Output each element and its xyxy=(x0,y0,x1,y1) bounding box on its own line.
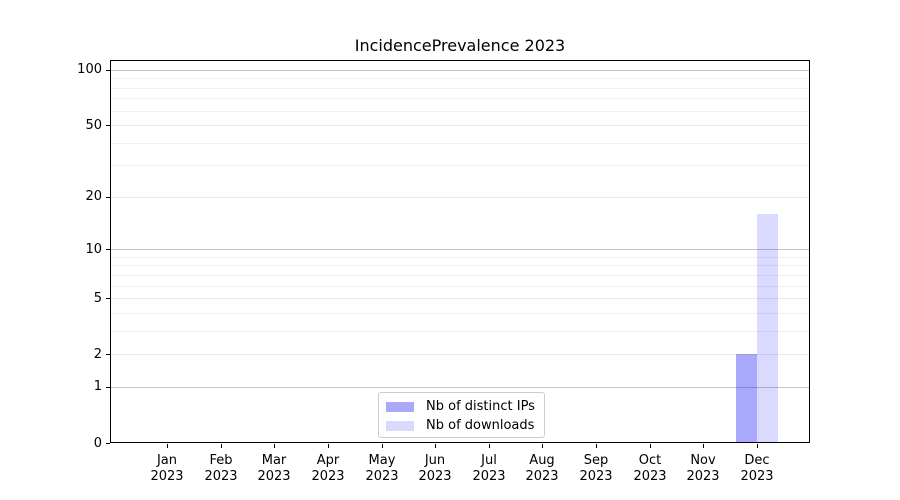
x-tick-year: 2023 xyxy=(365,469,399,484)
x-tick-label: Aug 2023 xyxy=(510,453,574,485)
y-tick-mark xyxy=(106,443,110,444)
x-tick-mark xyxy=(167,444,168,448)
y-tick-label: 1 xyxy=(93,379,102,394)
y-tick-mark xyxy=(106,298,110,299)
y-grid-minor xyxy=(111,87,809,89)
y-tick-label: 10 xyxy=(85,242,102,257)
y-grid-minor xyxy=(111,330,809,332)
x-tick-month: Jun xyxy=(424,453,446,468)
y-tick-label: 2 xyxy=(93,347,102,362)
y-grid-major xyxy=(111,249,809,251)
x-tick-month: Mar xyxy=(261,453,287,468)
x-tick-month: Sep xyxy=(583,453,609,468)
bar-downloads xyxy=(757,213,778,442)
legend-swatch-distinct-ips xyxy=(386,401,414,412)
x-tick-month: Nov xyxy=(690,453,716,468)
chart-title: IncidencePrevalence 2023 xyxy=(354,36,566,55)
y-grid-minor xyxy=(111,142,809,144)
y-tick-label: 0 xyxy=(93,436,102,451)
x-tick-year: 2023 xyxy=(686,469,720,484)
x-tick-year: 2023 xyxy=(633,469,667,484)
y-grid-major xyxy=(111,386,809,388)
legend-label-distinct-ips: Nb of distinct IPs xyxy=(426,399,535,414)
x-tick-month: Apr xyxy=(316,453,340,468)
x-tick-mark xyxy=(221,444,222,448)
y-grid-major xyxy=(111,196,809,198)
x-tick-year: 2023 xyxy=(418,469,452,484)
y-grid-major xyxy=(111,354,809,356)
x-tick-label: Jan 2023 xyxy=(135,453,199,485)
y-grid-major xyxy=(111,125,809,127)
x-tick-year: 2023 xyxy=(311,469,345,484)
x-tick-mark xyxy=(435,444,436,448)
x-tick-mark xyxy=(703,444,704,448)
x-tick-month: Jul xyxy=(481,453,497,468)
y-grid-minor xyxy=(111,274,809,276)
y-grid-minor xyxy=(111,98,809,100)
x-tick-mark xyxy=(489,444,490,448)
x-tick-mark xyxy=(382,444,383,448)
x-tick-label: Nov 2023 xyxy=(671,453,735,485)
x-tick-month: Dec xyxy=(744,453,770,468)
y-tick-mark xyxy=(106,387,110,388)
x-tick-label: May 2023 xyxy=(350,453,414,485)
x-tick-label: Oct 2023 xyxy=(618,453,682,485)
y-grid-major xyxy=(111,298,809,300)
x-tick-year: 2023 xyxy=(150,469,184,484)
y-tick-mark xyxy=(106,70,110,71)
legend-label-downloads: Nb of downloads xyxy=(426,418,535,433)
x-tick-label: Mar 2023 xyxy=(242,453,306,485)
x-tick-month: Oct xyxy=(638,453,662,468)
x-tick-label: Dec 2023 xyxy=(725,453,789,485)
x-tick-year: 2023 xyxy=(204,469,238,484)
y-grid-minor xyxy=(111,78,809,80)
x-tick-mark xyxy=(596,444,597,448)
legend: Nb of distinct IPs Nb of downloads xyxy=(378,392,545,438)
y-tick-label: 50 xyxy=(85,118,102,133)
x-tick-month: Jan xyxy=(156,453,178,468)
y-grid-major xyxy=(111,69,809,71)
legend-item-downloads: Nb of downloads xyxy=(379,416,544,435)
x-tick-label: Apr 2023 xyxy=(296,453,360,485)
y-tick-label: 5 xyxy=(93,291,102,306)
y-grid-minor xyxy=(111,165,809,167)
y-tick-mark xyxy=(106,197,110,198)
y-tick-mark xyxy=(106,125,110,126)
x-tick-mark xyxy=(274,444,275,448)
x-tick-mark xyxy=(650,444,651,448)
x-tick-mark xyxy=(542,444,543,448)
x-tick-year: 2023 xyxy=(740,469,774,484)
x-tick-year: 2023 xyxy=(525,469,559,484)
legend-swatch-downloads xyxy=(386,420,414,431)
x-tick-label: Jun 2023 xyxy=(403,453,467,485)
x-tick-label: Sep 2023 xyxy=(564,453,628,485)
y-tick-mark xyxy=(106,354,110,355)
y-grid-minor xyxy=(111,285,809,287)
y-grid-minor xyxy=(111,265,809,267)
x-tick-label: Jul 2023 xyxy=(457,453,521,485)
y-tick-label: 100 xyxy=(77,62,102,77)
x-tick-month: Feb xyxy=(209,453,233,468)
x-tick-mark xyxy=(328,444,329,448)
plot-area xyxy=(110,60,810,443)
x-tick-year: 2023 xyxy=(472,469,506,484)
y-grid-minor xyxy=(111,110,809,112)
y-grid-minor xyxy=(111,312,809,314)
x-tick-year: 2023 xyxy=(257,469,291,484)
x-tick-month: May xyxy=(368,453,396,468)
x-tick-month: Aug xyxy=(529,453,555,468)
x-tick-year: 2023 xyxy=(579,469,613,484)
bar-distinct-ips xyxy=(736,354,757,442)
legend-item-distinct-ips: Nb of distinct IPs xyxy=(379,397,544,416)
y-tick-mark xyxy=(106,249,110,250)
y-tick-label: 20 xyxy=(85,189,102,204)
y-grid-minor xyxy=(111,256,809,258)
x-tick-mark xyxy=(757,444,758,448)
x-tick-label: Feb 2023 xyxy=(189,453,253,485)
